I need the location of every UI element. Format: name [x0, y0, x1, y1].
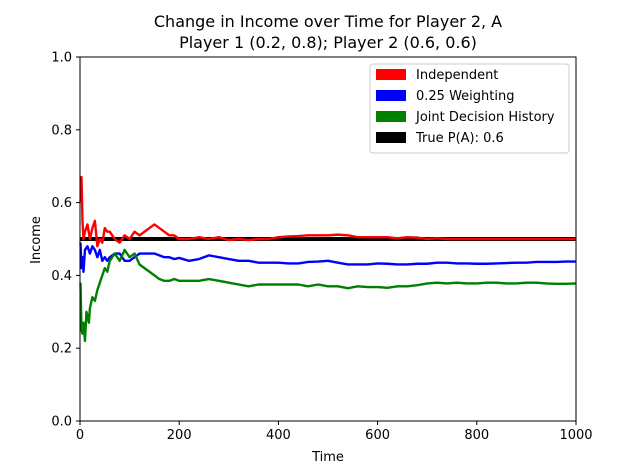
y-tick-label: 0.8: [51, 123, 72, 138]
x-tick-label: 400: [266, 428, 291, 443]
series-line-1: [79, 175, 576, 248]
y-tick-label: 0.2: [51, 342, 72, 357]
chart-title-line-2: Player 1 (0.2, 0.8); Player 2 (0.6, 0.6): [179, 33, 477, 52]
y-axis: 0.0 0.2 0.4 0.6 0.8 1.0: [51, 51, 80, 430]
y-tick-label: 0.0: [51, 415, 72, 430]
x-tick-label: 200: [167, 428, 192, 443]
legend-frame: [369, 63, 570, 154]
y-tick-label: 0.6: [51, 196, 72, 211]
x-tick-label: 0: [76, 428, 84, 443]
legend: Independent 0.25 Weighting Joint Decision …: [369, 63, 570, 154]
legend-swatch: [376, 69, 406, 80]
legend-swatch: [376, 111, 406, 122]
legend-label: True P(A): 0.6: [415, 131, 504, 146]
series-layer: [79, 175, 577, 343]
y-tick-label: 0.4: [51, 269, 72, 284]
chart-title-line-1: Change in Income over Time for Player 2,…: [154, 12, 502, 31]
y-axis-label: Income: [29, 216, 44, 264]
x-tick-label: 1000: [559, 428, 592, 443]
x-tick-label: 600: [365, 428, 390, 443]
x-tick-label: 800: [464, 428, 489, 443]
y-tick-label: 1.0: [51, 51, 72, 66]
legend-label: Independent: [416, 68, 498, 83]
legend-label: Joint Decision History: [415, 110, 555, 125]
x-axis-label: Time: [311, 450, 344, 465]
plot-frame: [79, 56, 577, 422]
legend-label: 0.25 Weighting: [416, 89, 514, 104]
x-axis: 0 200 400 600 800 1000: [76, 421, 593, 443]
series-line-3: [79, 248, 577, 343]
legend-swatch: [376, 90, 406, 101]
legend-swatch: [376, 132, 406, 143]
series-line-2: [79, 242, 576, 273]
